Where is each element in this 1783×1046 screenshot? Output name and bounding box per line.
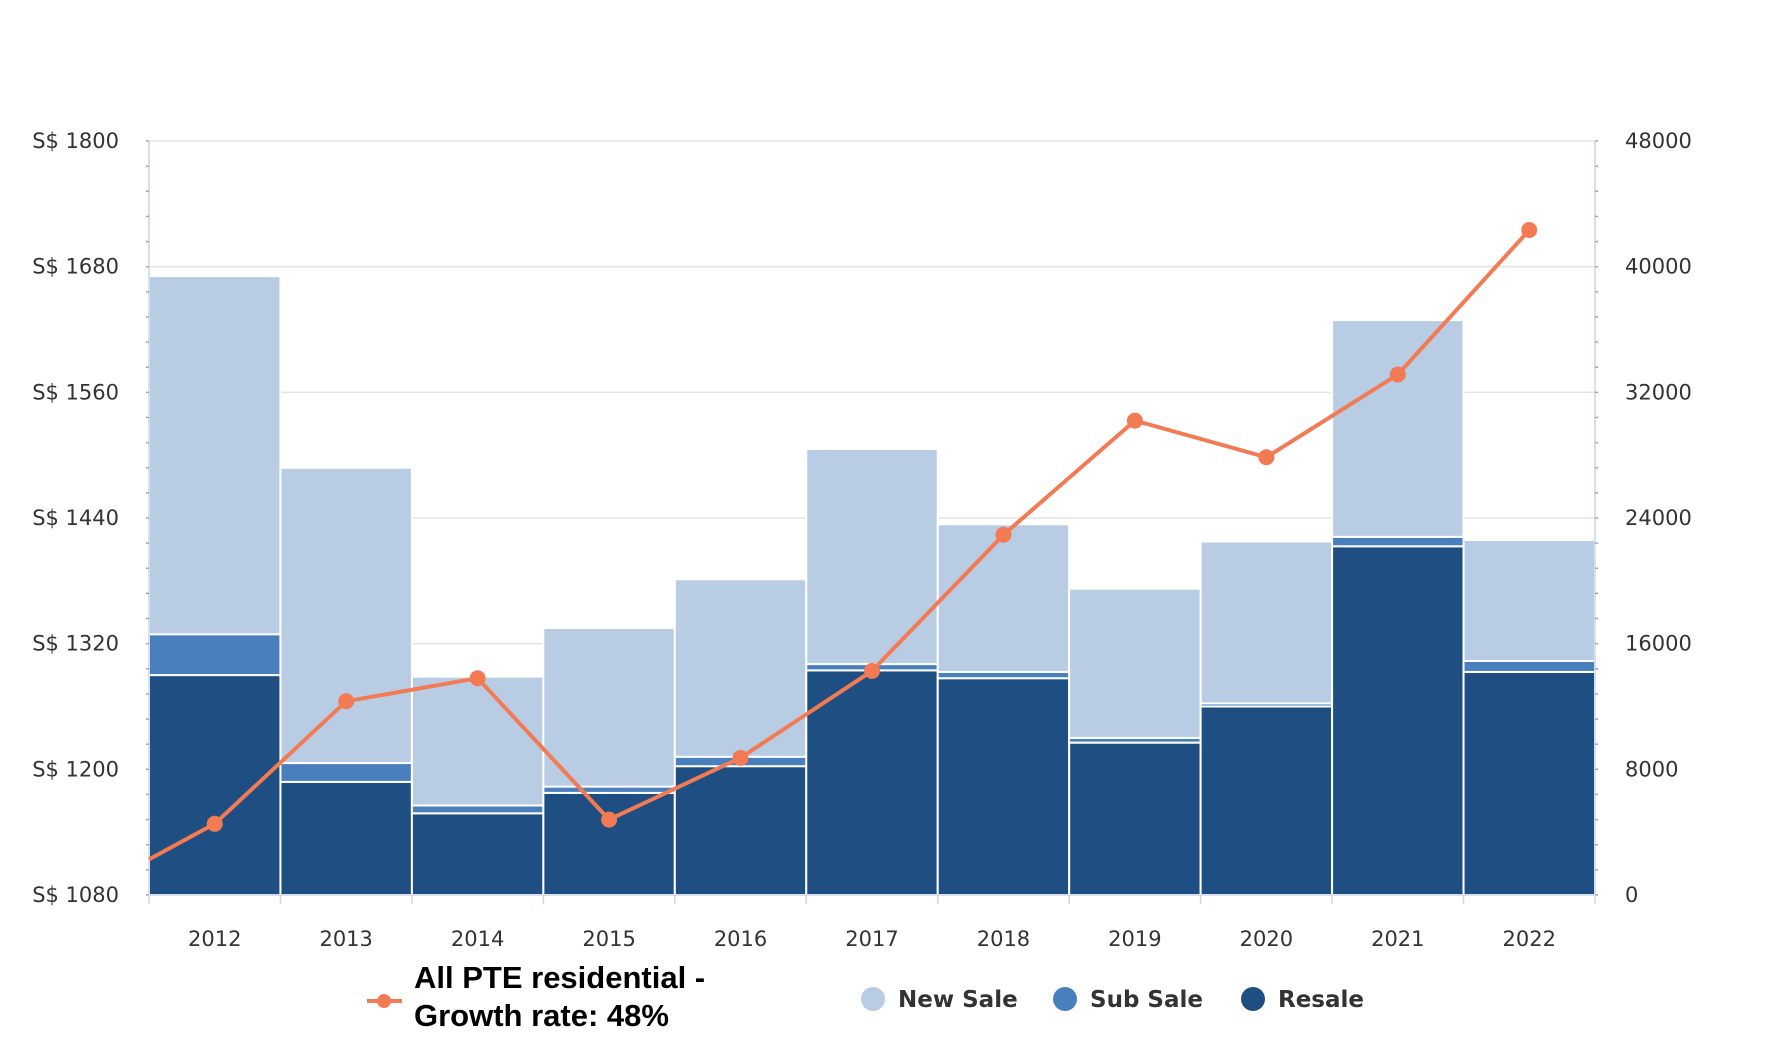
legend-line-label-1: All PTE residential - (414, 960, 705, 995)
axes (146, 140, 1598, 904)
bar-resale-2013[interactable] (279, 780, 413, 897)
bar-sub-sale-2022[interactable] (1462, 659, 1596, 673)
left-tick-label: S$ 1800 (32, 129, 119, 153)
bar-new-sale-2021[interactable] (1331, 319, 1465, 538)
bar-resale-2022[interactable] (1462, 670, 1596, 896)
left-tick-label: S$ 1560 (32, 380, 119, 404)
bar-new-sale-2015[interactable] (542, 626, 676, 788)
left-tick-label: S$ 1200 (32, 757, 119, 781)
legend-new-sale-label: New Sale (898, 987, 1018, 1013)
right-tick-label: 16000 (1625, 632, 1692, 656)
legend-line-label-2: Growth rate: 48% (414, 998, 669, 1033)
growth-point-2021[interactable] (1389, 366, 1406, 383)
left-tick-label: S$ 1320 (32, 632, 119, 656)
bar-resale-2014[interactable] (410, 812, 545, 896)
growth-point-2013[interactable] (338, 693, 355, 710)
x-tick-label: 2020 (1240, 927, 1293, 951)
legend-item-sub-sale[interactable]: Sub Sale (1053, 987, 1203, 1013)
bar-sub-sale-2013[interactable] (279, 762, 413, 783)
left-tick-label: S$ 1440 (32, 506, 119, 530)
left-axis-ticks: S$ 1800 S$ 1680 S$ 1560 S$ 1440 S$ 1320 S$ 12… (32, 129, 119, 907)
left-tick-label: S$ 1080 (32, 883, 119, 907)
growth-point-2019[interactable] (1126, 412, 1143, 429)
x-tick-label: 2016 (714, 927, 767, 951)
legend-item-resale[interactable]: Resale (1241, 987, 1364, 1013)
left-tick-label: S$ 1680 (32, 255, 119, 279)
legend-resale-swatch (1241, 987, 1265, 1011)
growth-point-2022[interactable] (1521, 222, 1538, 239)
bar-resale-2019[interactable] (1068, 741, 1202, 896)
right-tick-label: 40000 (1625, 255, 1692, 279)
bar-new-sale-2019[interactable] (1068, 587, 1202, 739)
growth-point-2014[interactable] (469, 670, 486, 687)
x-tick-label: 2021 (1371, 927, 1424, 951)
x-tick-label: 2015 (582, 927, 635, 951)
x-axis-ticks: 2012 2013 2014 2015 2016 2017 2018 2019 2020 2021… (188, 927, 1556, 951)
legend-new-sale-swatch (861, 987, 885, 1011)
growth-point-2015[interactable] (601, 811, 618, 828)
x-tick-label: 2013 (319, 927, 372, 951)
legend-resale-label: Resale (1278, 987, 1364, 1013)
bar-new-sale-2020[interactable] (1199, 540, 1334, 705)
bar-new-sale-2018[interactable] (936, 523, 1071, 673)
bar-resale-2012[interactable] (148, 674, 282, 896)
bar-new-sale-2013[interactable] (279, 466, 413, 765)
bar-new-sale-2014[interactable] (410, 675, 545, 807)
bar-resale-2020[interactable] (1199, 705, 1334, 896)
growth-line (148, 222, 1538, 862)
right-tick-label: 8000 (1625, 757, 1678, 781)
bar-new-sale-2016[interactable] (673, 578, 808, 758)
bar-sub-sale-2012[interactable] (148, 633, 282, 677)
x-tick-label: 2017 (845, 927, 898, 951)
right-tick-label: 48000 (1625, 129, 1692, 153)
bar-resale-2017[interactable] (805, 669, 939, 897)
bar-new-sale-2012[interactable] (148, 275, 282, 636)
legend-item-new-sale[interactable]: New Sale (861, 987, 1018, 1013)
bar-new-sale-2017[interactable] (805, 447, 939, 666)
bar-resale-2021[interactable] (1331, 545, 1465, 897)
growth-line-path (148, 228, 1531, 862)
x-tick-label: 2022 (1503, 927, 1556, 951)
right-tick-label: 32000 (1625, 380, 1692, 404)
right-tick-label: 0 (1625, 883, 1638, 907)
right-axis-ticks: 48000 40000 32000 24000 16000 8000 0 (1625, 129, 1692, 907)
bar-resale-2015[interactable] (542, 791, 676, 896)
x-tick-label: 2018 (977, 927, 1030, 951)
legend-sub-sale-swatch (1053, 987, 1077, 1011)
growth-point-2012[interactable] (206, 815, 223, 832)
right-tick-label: 24000 (1625, 506, 1692, 530)
bar-sub-sale-2014[interactable] (410, 804, 545, 815)
legend: All PTE residential - Growth rate: 48% N… (367, 960, 1364, 1033)
x-tick-label: 2014 (451, 927, 504, 951)
bar-new-sale-2022[interactable] (1462, 538, 1596, 662)
bar-resale-2018[interactable] (936, 677, 1071, 896)
x-tick-label: 2019 (1108, 927, 1161, 951)
growth-point-2018[interactable] (995, 526, 1012, 543)
legend-line-marker (377, 994, 391, 1008)
x-tick-label: 2012 (188, 927, 241, 951)
growth-point-2020[interactable] (1258, 449, 1275, 466)
bars (148, 275, 1596, 897)
bar-resale-2016[interactable] (673, 765, 808, 896)
bar-sub-sale-2021[interactable] (1331, 535, 1465, 548)
growth-point-2017[interactable] (864, 662, 880, 679)
growth-point-2016[interactable] (732, 749, 749, 766)
legend-item-line[interactable]: All PTE residential - Growth rate: 48% (367, 960, 705, 1033)
legend-sub-sale-label: Sub Sale (1090, 987, 1203, 1013)
